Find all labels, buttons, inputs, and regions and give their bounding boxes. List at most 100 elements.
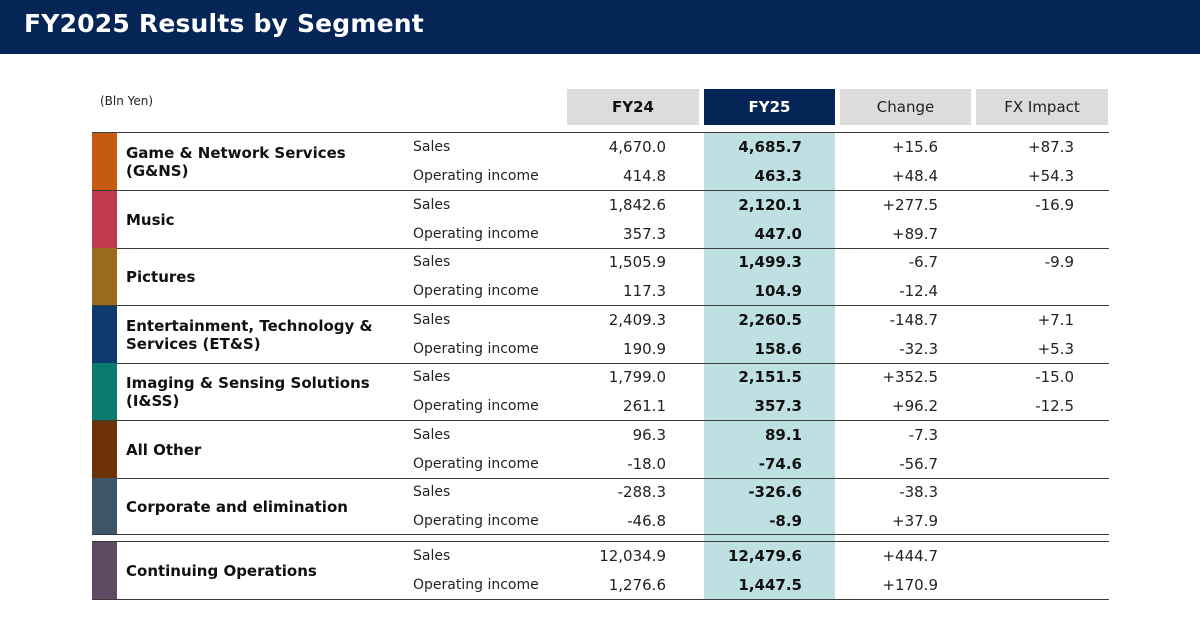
sales-change-value: +352.5 — [882, 368, 938, 386]
segment-name: Pictures — [126, 248, 396, 305]
operating-income-fy25-value: 357.3 — [754, 397, 802, 415]
sales-fx-value: -15.0 — [1035, 368, 1074, 386]
segment-name-text: Entertainment, Technology & Services (ET… — [126, 316, 373, 353]
segment-color-swatch — [92, 363, 117, 420]
operating-income-change-value: +48.4 — [892, 167, 938, 185]
sales-fy24-value: -288.3 — [617, 483, 666, 501]
metric-label-operating-income: Operating income — [413, 456, 539, 472]
operating-income-fy25-value: 158.6 — [754, 340, 802, 358]
segment-name-text: Game & Network Services (G&NS) — [126, 143, 346, 180]
segment-name-text: Imaging & Sensing Solutions (I&SS) — [126, 373, 370, 410]
metric-label-sales: Sales — [413, 139, 451, 155]
metric-label-sales: Sales — [413, 484, 451, 500]
operating-income-fy24-value: 190.9 — [623, 340, 666, 358]
segment-name-text: Corporate and elimination — [126, 497, 348, 516]
operating-income-fx-value: -12.5 — [1035, 397, 1074, 415]
table-top-rule — [92, 132, 1109, 133]
metric-label-sales: Sales — [413, 369, 451, 385]
operating-income-fy24-value: -46.8 — [627, 512, 666, 530]
operating-income-fy25-value: -8.9 — [769, 512, 802, 530]
operating-income-fx-value: +5.3 — [1037, 340, 1074, 358]
sales-change-value: -6.7 — [908, 253, 938, 271]
metric-label-operating-income: Operating income — [413, 398, 539, 414]
table-bottom-rule — [92, 599, 1109, 600]
operating-income-fy25-value: 1,447.5 — [738, 576, 802, 594]
segment-separator-rule — [92, 305, 1109, 306]
segment-name-text: Continuing Operations — [126, 561, 317, 580]
total-separator-rule — [92, 534, 1109, 535]
segment-separator-rule — [92, 420, 1109, 421]
segment-separator-rule — [92, 363, 1109, 364]
metric-label-sales: Sales — [413, 427, 451, 443]
operating-income-fx-value: +54.3 — [1028, 167, 1074, 185]
sales-fx-value: +87.3 — [1028, 138, 1074, 156]
operating-income-change-value: +37.9 — [892, 512, 938, 530]
operating-income-fy24-value: 1,276.6 — [608, 576, 666, 594]
sales-fy24-value: 1,799.0 — [608, 368, 666, 386]
fy25-column-highlight — [704, 133, 835, 599]
segment-name-text: Music — [126, 210, 175, 229]
column-header-change: Change — [840, 89, 971, 125]
metric-label-operating-income: Operating income — [413, 341, 539, 357]
sales-fy25-value: 2,260.5 — [738, 311, 802, 329]
operating-income-fy24-value: 357.3 — [623, 225, 666, 243]
sales-fy25-value: 12,479.6 — [727, 547, 802, 565]
metric-label-sales: Sales — [413, 312, 451, 328]
sales-change-value: +15.6 — [892, 138, 938, 156]
sales-fy25-value: 4,685.7 — [738, 138, 802, 156]
operating-income-fy25-value: 463.3 — [754, 167, 802, 185]
metric-label-sales: Sales — [413, 197, 451, 213]
segment-name-text: All Other — [126, 440, 202, 459]
sales-fy24-value: 12,034.9 — [599, 547, 666, 565]
segment-name: Imaging & Sensing Solutions (I&SS) — [126, 363, 396, 420]
title-bar: FY2025 Results by Segment — [0, 0, 1200, 54]
segment-separator-rule — [92, 248, 1109, 249]
segment-name: Music — [126, 191, 396, 248]
segment-name: Entertainment, Technology & Services (ET… — [126, 306, 396, 363]
sales-fy24-value: 1,505.9 — [608, 253, 666, 271]
segment-separator-rule — [92, 190, 1109, 191]
metric-label-operating-income: Operating income — [413, 283, 539, 299]
operating-income-change-value: +96.2 — [892, 397, 938, 415]
column-header-fy25: FY25 — [704, 89, 835, 125]
column-header-fy24: FY24 — [567, 89, 699, 125]
metric-label-sales: Sales — [413, 548, 451, 564]
segment-color-swatch — [92, 306, 117, 363]
operating-income-fy24-value: 261.1 — [623, 397, 666, 415]
sales-fy25-value: 89.1 — [764, 426, 802, 444]
sales-fy25-value: 1,499.3 — [738, 253, 802, 271]
segment-color-swatch — [92, 248, 117, 305]
segment-name: All Other — [126, 421, 396, 478]
sales-fy24-value: 4,670.0 — [608, 138, 666, 156]
operating-income-change-value: -12.4 — [899, 282, 938, 300]
sales-fy24-value: 96.3 — [632, 426, 666, 444]
segment-name: Game & Network Services (G&NS) — [126, 133, 396, 190]
operating-income-fy25-value: 447.0 — [754, 225, 802, 243]
sales-fy25-value: -326.6 — [748, 483, 802, 501]
unit-label: (Bln Yen) — [100, 94, 154, 108]
sales-fx-value: -9.9 — [1044, 253, 1074, 271]
segment-color-swatch — [92, 191, 117, 248]
segment-color-swatch — [92, 478, 117, 535]
operating-income-fy25-value: 104.9 — [754, 282, 802, 300]
operating-income-change-value: +89.7 — [892, 225, 938, 243]
sales-fy25-value: 2,151.5 — [738, 368, 802, 386]
sales-fx-value: +7.1 — [1037, 311, 1074, 329]
operating-income-fy24-value: 117.3 — [623, 282, 666, 300]
sales-fx-value: -16.9 — [1035, 196, 1074, 214]
metric-label-operating-income: Operating income — [413, 513, 539, 529]
segment-color-swatch — [92, 421, 117, 478]
segment-color-swatch — [92, 133, 117, 190]
sales-fy25-value: 2,120.1 — [738, 196, 802, 214]
segment-name-text: Pictures — [126, 267, 196, 286]
segment-name: Continuing Operations — [126, 542, 396, 599]
operating-income-fy25-value: -74.6 — [758, 455, 802, 473]
metric-label-operating-income: Operating income — [413, 577, 539, 593]
segment-separator-rule — [92, 478, 1109, 479]
sales-change-value: -38.3 — [899, 483, 938, 501]
sales-change-value: +444.7 — [882, 547, 938, 565]
sales-change-value: -148.7 — [889, 311, 938, 329]
metric-label-sales: Sales — [413, 254, 451, 270]
sales-change-value: -7.3 — [908, 426, 938, 444]
sales-fy24-value: 2,409.3 — [608, 311, 666, 329]
